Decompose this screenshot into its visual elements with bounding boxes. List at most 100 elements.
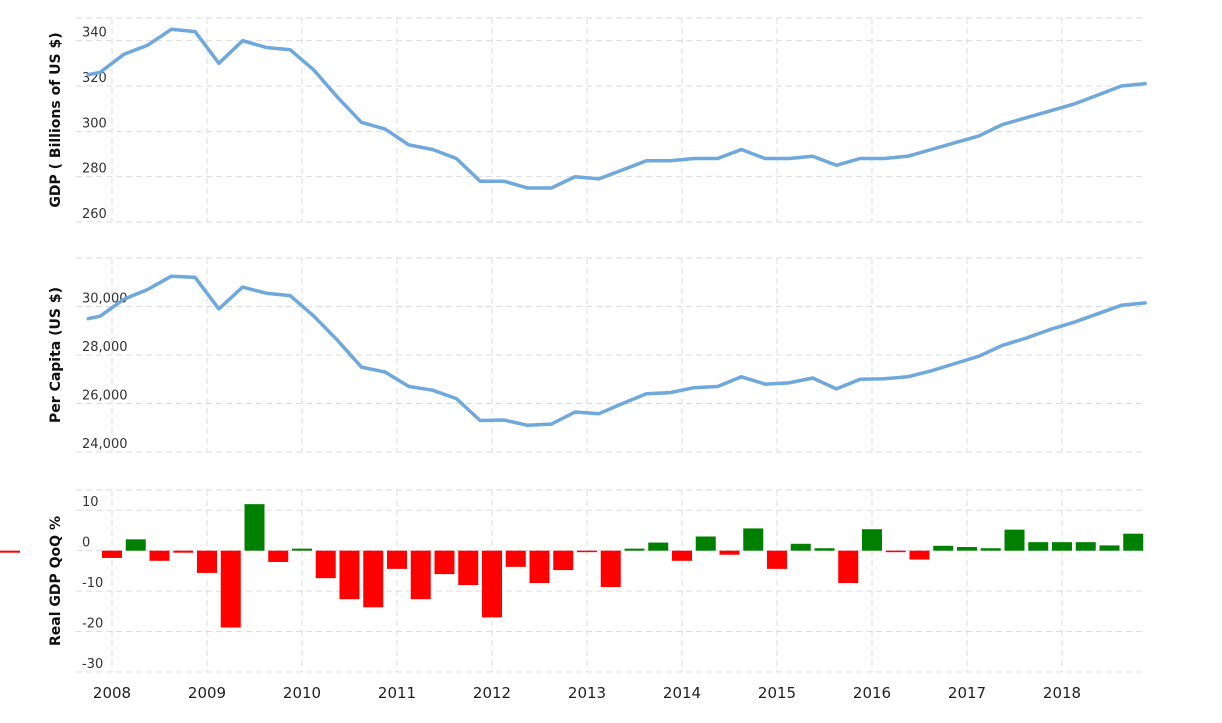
bar bbox=[885, 550, 906, 553]
data-point bbox=[264, 291, 268, 295]
y-tick-label: 280 bbox=[82, 162, 107, 177]
data-point bbox=[597, 177, 601, 181]
data-point bbox=[146, 43, 150, 47]
bar bbox=[695, 536, 716, 551]
x-tick-label: 2015 bbox=[758, 684, 796, 702]
bar bbox=[719, 550, 740, 555]
y-tick-label: 28,000 bbox=[82, 340, 128, 355]
data-point bbox=[1001, 123, 1005, 127]
data-point bbox=[692, 386, 696, 390]
data-point bbox=[98, 70, 102, 74]
y-tick-label: 24,000 bbox=[82, 437, 128, 452]
x-tick-label: 2008 bbox=[93, 684, 131, 702]
bar bbox=[102, 550, 122, 558]
data-point bbox=[1119, 303, 1123, 307]
data-point bbox=[359, 365, 363, 369]
data-point bbox=[953, 141, 957, 145]
y-tick-label: 26,000 bbox=[82, 389, 128, 404]
bar bbox=[458, 550, 479, 586]
data-point bbox=[217, 307, 221, 311]
bar bbox=[363, 550, 384, 608]
bar bbox=[268, 550, 289, 562]
x-tick-label: 2009 bbox=[188, 684, 226, 702]
y-tick-label: 340 bbox=[82, 26, 107, 41]
data-point bbox=[882, 157, 886, 161]
data-point bbox=[1143, 301, 1147, 305]
data-point bbox=[241, 39, 245, 43]
bar bbox=[862, 529, 882, 551]
data-point bbox=[787, 157, 791, 161]
data-point bbox=[241, 285, 245, 289]
data-point bbox=[86, 73, 90, 77]
bar bbox=[220, 550, 241, 628]
data-point bbox=[549, 186, 553, 190]
data-point bbox=[169, 27, 173, 31]
y-tick-label: -10 bbox=[82, 576, 103, 591]
x-tick-label: 2014 bbox=[663, 684, 701, 702]
bar bbox=[292, 548, 312, 551]
x-tick-label: 2010 bbox=[283, 684, 321, 702]
data-point bbox=[763, 157, 767, 161]
bar bbox=[600, 550, 621, 588]
data-point bbox=[359, 120, 363, 124]
data-point bbox=[858, 157, 862, 161]
data-point bbox=[526, 423, 530, 427]
bar bbox=[173, 550, 194, 553]
bar bbox=[529, 550, 550, 584]
data-point bbox=[906, 154, 910, 158]
bar bbox=[339, 550, 360, 600]
data-point bbox=[644, 392, 648, 396]
y-tick-label: 300 bbox=[82, 116, 107, 131]
y-tick-label: 10 bbox=[82, 495, 99, 510]
bar bbox=[790, 543, 811, 551]
data-point bbox=[1024, 336, 1028, 340]
data-point bbox=[122, 52, 126, 56]
data-point bbox=[478, 418, 482, 422]
bar bbox=[767, 550, 787, 569]
data-point bbox=[929, 369, 933, 373]
data-point bbox=[122, 297, 126, 301]
data-point bbox=[431, 388, 435, 392]
data-point bbox=[692, 157, 696, 161]
data-point bbox=[573, 410, 577, 414]
data-point bbox=[573, 175, 577, 179]
data-point bbox=[787, 381, 791, 385]
data-point bbox=[169, 274, 173, 278]
data-point bbox=[953, 361, 957, 365]
bar bbox=[410, 550, 431, 600]
data-point bbox=[431, 147, 435, 151]
bar bbox=[1004, 529, 1025, 551]
data-point bbox=[312, 314, 316, 318]
bar bbox=[1028, 542, 1049, 551]
data-point bbox=[502, 179, 506, 183]
bar bbox=[197, 550, 217, 573]
bar bbox=[315, 550, 336, 579]
bar bbox=[1052, 542, 1072, 551]
data-point bbox=[312, 68, 316, 72]
data-point bbox=[834, 163, 838, 167]
y-tick-label: 30,000 bbox=[82, 292, 128, 307]
series-line bbox=[86, 274, 1147, 428]
y-tick-label: 0 bbox=[82, 536, 90, 551]
y-tick-label: 260 bbox=[82, 207, 107, 222]
data-point bbox=[1119, 84, 1123, 88]
data-point bbox=[288, 48, 292, 52]
data-point bbox=[478, 179, 482, 183]
data-point bbox=[288, 294, 292, 298]
data-point bbox=[1072, 102, 1076, 106]
bar bbox=[244, 504, 265, 551]
data-point bbox=[597, 412, 601, 416]
bar bbox=[505, 550, 526, 567]
bar bbox=[149, 550, 170, 561]
data-point bbox=[264, 45, 268, 49]
x-tick-label: 2012 bbox=[473, 684, 511, 702]
data-point bbox=[621, 168, 625, 172]
x-tick-label: 2016 bbox=[853, 684, 891, 702]
y-tick-label: -30 bbox=[82, 657, 103, 672]
data-point bbox=[98, 314, 102, 318]
data-point bbox=[336, 338, 340, 342]
bar bbox=[624, 548, 645, 551]
data-point bbox=[407, 143, 411, 147]
data-point bbox=[716, 385, 720, 389]
